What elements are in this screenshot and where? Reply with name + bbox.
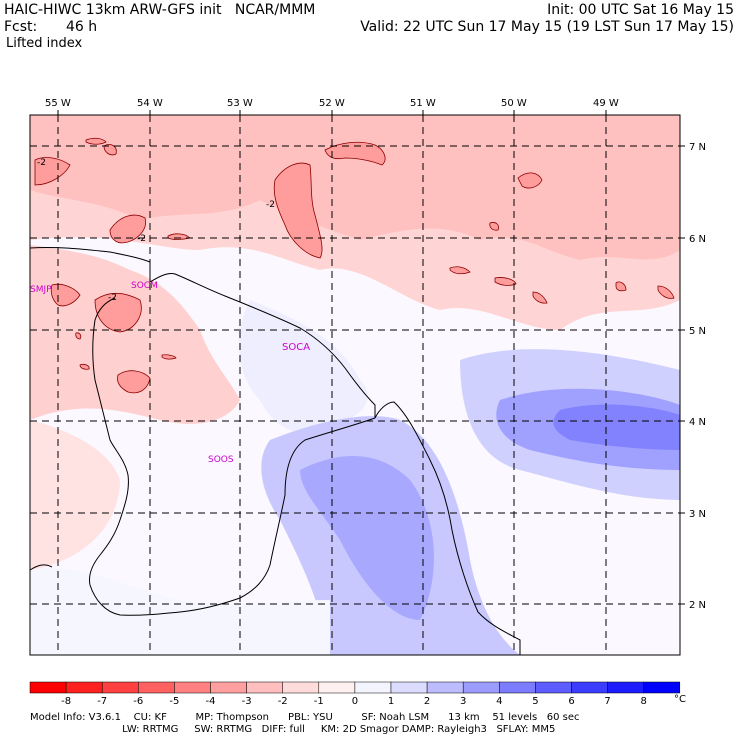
station-soos: SOOS bbox=[208, 455, 234, 465]
colorbar-tick-label: 7 bbox=[604, 696, 611, 707]
colorbar-swatch bbox=[607, 681, 644, 694]
axis-ticks bbox=[57, 110, 685, 605]
colorbar-tick-label: 3 bbox=[460, 696, 467, 707]
lon-label: 49 W bbox=[593, 98, 619, 109]
colorbar-tick-label: 4 bbox=[496, 696, 503, 707]
contour-label: -2 bbox=[108, 293, 117, 303]
colorbar-swatch bbox=[499, 681, 536, 694]
colorbar-tick-label: 6 bbox=[568, 696, 575, 707]
colorbar-tick-label: -8 bbox=[61, 696, 72, 707]
contour-label: -2 bbox=[266, 200, 275, 210]
forecast-label: Fcst: bbox=[4, 19, 38, 35]
lon-label: 54 W bbox=[137, 98, 163, 109]
lon-label: 52 W bbox=[319, 98, 345, 109]
plot-frame bbox=[29, 114, 681, 656]
station-smjp: SMJP bbox=[30, 285, 52, 295]
contour-label: -2 bbox=[37, 158, 46, 168]
colorbar-swatch bbox=[138, 681, 175, 694]
lon-label: 53 W bbox=[227, 98, 253, 109]
forecast-hour: 46 h bbox=[66, 19, 98, 35]
lat-label: 3 N bbox=[689, 509, 706, 520]
colorbar-tick-label: 0 bbox=[351, 696, 359, 707]
model-info-line2: LW: RRTMG SW: RRTMG DIFF: full KM: 2D Sm… bbox=[30, 724, 556, 735]
colorbar-swatch bbox=[246, 681, 283, 694]
lat-label: 6 N bbox=[689, 234, 706, 245]
colorbar-tick-label: -1 bbox=[313, 696, 324, 707]
colorbar-swatch bbox=[535, 681, 572, 694]
colorbar-swatch bbox=[210, 681, 247, 694]
colorbar-tick-label: 1 bbox=[387, 696, 395, 707]
colorbar-swatch bbox=[174, 681, 211, 694]
colorbar-swatch bbox=[282, 681, 320, 694]
model-info-line1: Model Info: V3.6.1 CU: KF MP: Thompson P… bbox=[30, 712, 580, 723]
colorbar-swatch bbox=[462, 681, 500, 694]
colorbar-swatch bbox=[571, 681, 608, 694]
contour-label: -2 bbox=[137, 234, 146, 244]
colorbar-tick-label: 2 bbox=[423, 696, 431, 707]
field-name: Lifted index bbox=[6, 36, 83, 51]
colorbar-swatch bbox=[101, 681, 139, 694]
colorbar-unit: °C bbox=[674, 694, 686, 705]
station-soca: SOCA bbox=[282, 342, 310, 353]
colorbar-tick-label: -4 bbox=[205, 696, 216, 707]
colorbar-swatch bbox=[426, 681, 464, 694]
colorbar-swatch bbox=[354, 681, 392, 694]
init-time: Init: 00 UTC Sat 16 May 15 bbox=[547, 2, 734, 18]
lat-label: 4 N bbox=[689, 417, 706, 428]
lat-label: 7 N bbox=[689, 142, 706, 153]
colorbar-tick-label: -2 bbox=[277, 696, 288, 707]
station-socm: SOCM bbox=[131, 281, 158, 291]
colorbar-tick-label: -7 bbox=[97, 696, 108, 707]
model-title: HAIC-HIWC 13km ARW-GFS init NCAR/MMM bbox=[4, 2, 316, 18]
lon-label: 55 W bbox=[45, 98, 71, 109]
lon-label: 50 W bbox=[501, 98, 527, 109]
colorbar-tick-label: -5 bbox=[169, 696, 180, 707]
colorbar-swatch bbox=[29, 681, 67, 694]
colorbar-swatch bbox=[643, 681, 681, 694]
shaded-field bbox=[30, 115, 680, 655]
colorbar-swatch bbox=[390, 681, 428, 694]
lat-label: 2 N bbox=[689, 600, 706, 611]
lon-label: 51 W bbox=[410, 98, 436, 109]
colorbar-tick-label: 5 bbox=[532, 696, 539, 707]
colorbar-tick-label: 8 bbox=[640, 696, 647, 707]
colorbar-tick-label: -3 bbox=[241, 696, 252, 707]
valid-time: Valid: 22 UTC Sun 17 May 15 (19 LST Sun … bbox=[360, 19, 734, 35]
colorbar-swatch bbox=[318, 681, 356, 694]
colorbar bbox=[29, 681, 681, 694]
lat-lon-grid bbox=[30, 115, 680, 655]
colorbar-swatch bbox=[65, 681, 103, 694]
lat-label: 5 N bbox=[689, 326, 706, 337]
colorbar-tick-label: -6 bbox=[133, 696, 144, 707]
